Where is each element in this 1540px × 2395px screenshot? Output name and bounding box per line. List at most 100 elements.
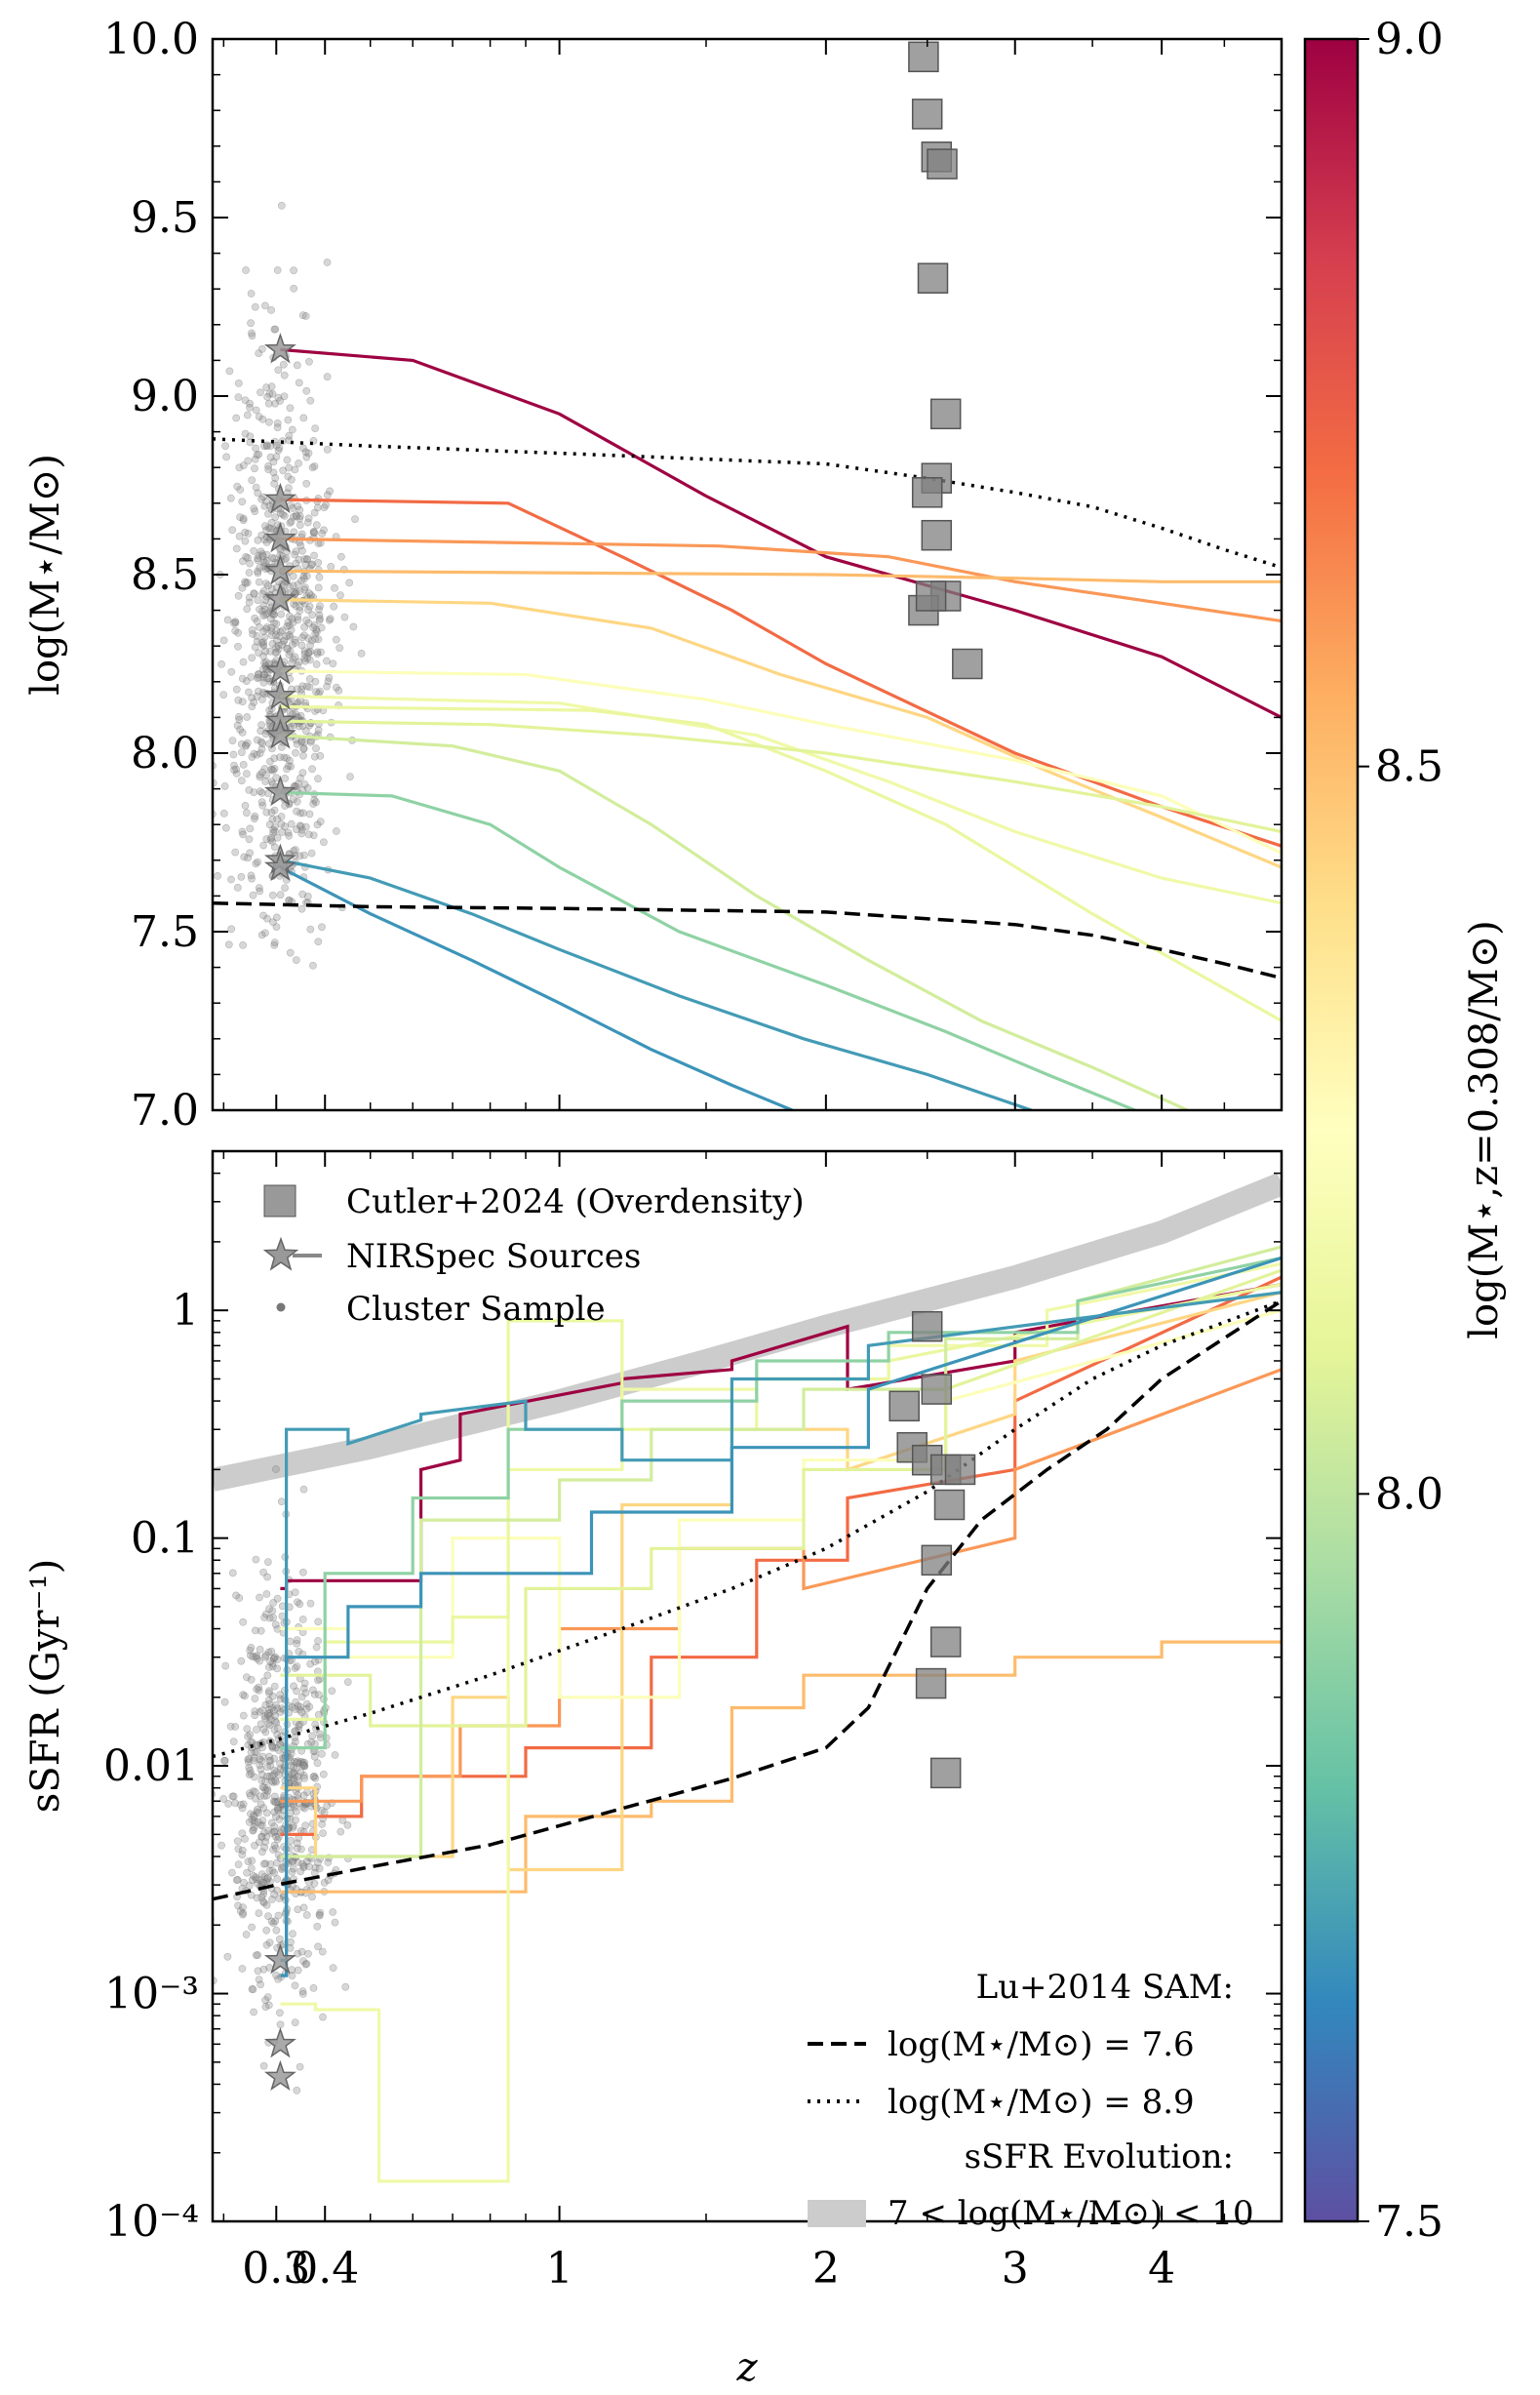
- cluster-point: [234, 1901, 242, 1910]
- cluster-point: [341, 1982, 350, 1991]
- cluster-point: [253, 1685, 261, 1694]
- legend-dotted-label: log(M⋆/M⊙) = 8.9: [888, 2083, 1195, 2122]
- cluster-point: [300, 1679, 309, 1688]
- cluster-point: [241, 740, 250, 749]
- cluster-point: [299, 573, 308, 580]
- cluster-point: [302, 1911, 311, 1919]
- mass-track: [280, 858, 1032, 1110]
- cluster-point: [259, 673, 268, 682]
- cluster-point: [263, 1786, 272, 1795]
- cluster-point: [264, 1912, 272, 1921]
- cluster-point: [237, 740, 246, 748]
- cluster-point: [265, 1705, 274, 1713]
- cluster-point: [217, 660, 225, 668]
- cluster-point: [264, 461, 272, 470]
- cluster-point: [296, 852, 304, 860]
- cluster-point: [261, 498, 270, 505]
- cluster-point: [313, 650, 322, 659]
- cluster-point: [217, 1841, 225, 1850]
- cluster-point: [328, 1687, 336, 1696]
- cluster-point: [290, 847, 297, 855]
- cluster-point: [301, 560, 310, 569]
- cluster-point: [251, 1711, 259, 1720]
- cluster-point: [283, 632, 292, 640]
- cluster-point: [296, 2062, 304, 2071]
- cluster-point: [331, 1751, 339, 1759]
- cluster-point: [313, 1858, 322, 1867]
- y-tick-label: 10⁻⁴: [104, 2197, 199, 2247]
- cluster-point: [230, 761, 238, 770]
- cluster-point: [269, 1654, 278, 1662]
- cluster-point: [308, 560, 317, 569]
- cluster-point: [300, 1762, 308, 1770]
- cluster-point: [248, 476, 257, 485]
- cluster-point: [306, 925, 315, 934]
- cluster-point: [252, 1555, 260, 1564]
- cluster-point: [310, 796, 319, 804]
- cluster-point: [247, 673, 256, 681]
- cluster-point: [289, 619, 297, 627]
- cluster-point: [251, 507, 259, 515]
- cluster-point: [274, 1804, 283, 1813]
- cluster-point: [246, 1731, 255, 1739]
- cluster-point: [312, 625, 321, 634]
- cluster-point: [256, 605, 263, 614]
- cluster-point: [286, 404, 295, 413]
- cluster-point: [250, 2008, 257, 2016]
- cluster-point: [307, 849, 316, 858]
- nirspec-star: [263, 2026, 296, 2058]
- cutler-square: [921, 1544, 953, 1577]
- cluster-point: [255, 578, 263, 586]
- cluster-point: [329, 659, 337, 668]
- cluster-point: [264, 509, 272, 518]
- cluster-point: [293, 1662, 301, 1671]
- cluster-point: [292, 748, 299, 757]
- cluster-point: [280, 512, 289, 520]
- cluster-point: [233, 1837, 242, 1846]
- cluster-point: [270, 1754, 278, 1763]
- y-tick-label: 8.0: [131, 729, 199, 778]
- cluster-point: [297, 1693, 306, 1701]
- cluster-point: [283, 645, 292, 653]
- cluster-point: [263, 1784, 271, 1792]
- cluster-point: [296, 512, 304, 520]
- cluster-point: [270, 1822, 279, 1831]
- cluster-point: [276, 891, 285, 899]
- cluster-point: [284, 484, 293, 492]
- cluster-point: [269, 828, 277, 837]
- cluster-point: [259, 841, 267, 850]
- cluster-point: [312, 688, 320, 697]
- cluster-point: [232, 1591, 240, 1600]
- cluster-point: [260, 558, 269, 567]
- cluster-point: [257, 1894, 266, 1901]
- cluster-point: [300, 780, 309, 788]
- legend-square-icon: [263, 1184, 296, 1217]
- cluster-point: [300, 1804, 309, 1813]
- cluster-point: [272, 1768, 281, 1776]
- cluster-point: [249, 891, 257, 899]
- cluster-point: [239, 1903, 247, 1912]
- cluster-point: [269, 1599, 277, 1607]
- cluster-point: [265, 1773, 274, 1780]
- cluster-point: [287, 1937, 295, 1946]
- cluster-point: [270, 1890, 278, 1898]
- cluster-point: [318, 1947, 327, 1956]
- cluster-point: [242, 266, 250, 274]
- cluster-point: [269, 1778, 277, 1786]
- cluster-point: [271, 474, 280, 482]
- y-tick-label: 1: [172, 1286, 199, 1336]
- cluster-point: [257, 638, 266, 647]
- cluster-point: [273, 1704, 282, 1713]
- cluster-point: [314, 1617, 323, 1626]
- cluster-point: [310, 621, 319, 629]
- cluster-point: [295, 658, 303, 666]
- cluster-point: [261, 1651, 270, 1659]
- cluster-point: [251, 1818, 259, 1827]
- cluster-point: [259, 627, 268, 636]
- cluster-point: [308, 765, 316, 774]
- cluster-point: [242, 809, 251, 818]
- cluster-point: [276, 509, 285, 517]
- cluster-point: [270, 1808, 279, 1816]
- cluster-point: [325, 616, 334, 624]
- cluster-point: [299, 1903, 308, 1912]
